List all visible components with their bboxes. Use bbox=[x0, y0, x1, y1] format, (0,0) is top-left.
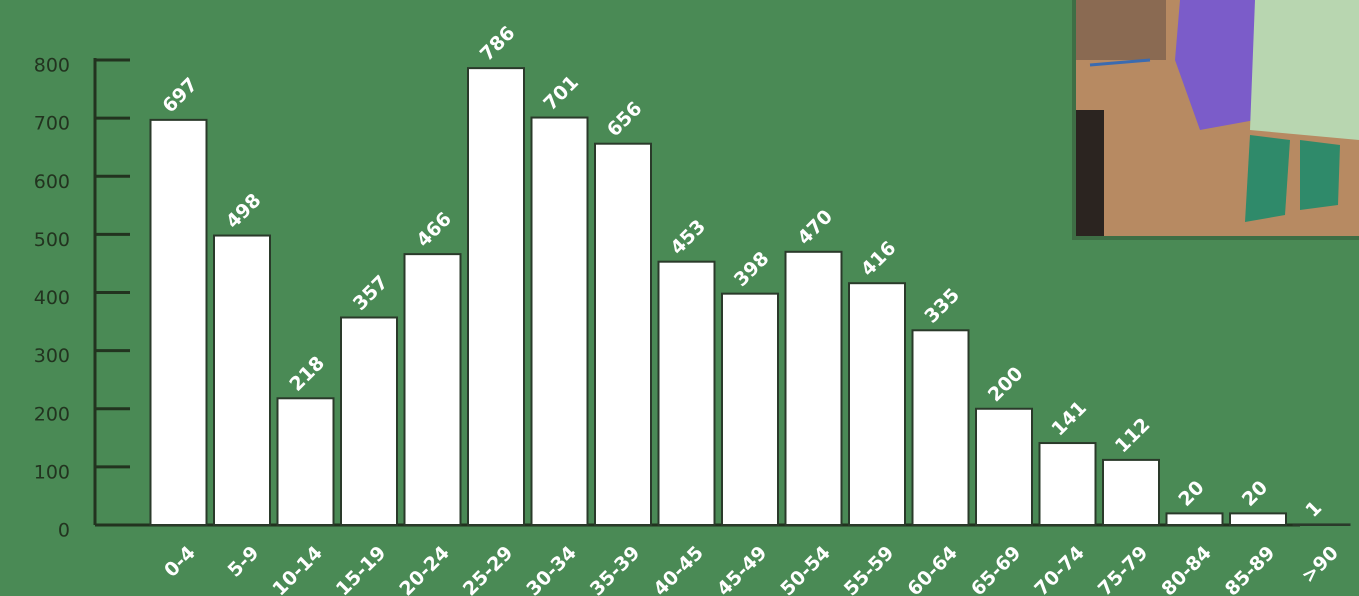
photo bbox=[1072, 0, 1359, 240]
bar bbox=[1165, 512, 1224, 526]
bar bbox=[975, 407, 1033, 526]
y-tick-label: 200 bbox=[34, 403, 70, 425]
bar bbox=[149, 118, 208, 527]
y-tick-label: 500 bbox=[34, 229, 70, 251]
bar bbox=[213, 234, 271, 526]
bar bbox=[1229, 512, 1287, 526]
y-tick-label: 400 bbox=[34, 287, 70, 309]
bar bbox=[276, 397, 335, 527]
bar bbox=[657, 260, 716, 526]
bar bbox=[911, 329, 970, 526]
y-tick-label: 700 bbox=[34, 113, 70, 135]
bar bbox=[530, 116, 589, 526]
bar bbox=[784, 250, 843, 526]
y-tick-label: 800 bbox=[34, 55, 70, 77]
y-tick-label: 0 bbox=[58, 520, 70, 542]
y-tick-label: 600 bbox=[34, 171, 70, 193]
bar bbox=[403, 253, 462, 526]
bar bbox=[1102, 458, 1160, 526]
y-tick-label: 100 bbox=[34, 461, 70, 483]
bar bbox=[1038, 442, 1097, 527]
bar bbox=[594, 142, 652, 526]
y-tick-label: 300 bbox=[34, 345, 70, 367]
bar bbox=[1292, 523, 1351, 527]
bar bbox=[721, 292, 779, 526]
bar bbox=[848, 282, 906, 527]
bar bbox=[340, 316, 398, 526]
bar bbox=[467, 67, 525, 526]
